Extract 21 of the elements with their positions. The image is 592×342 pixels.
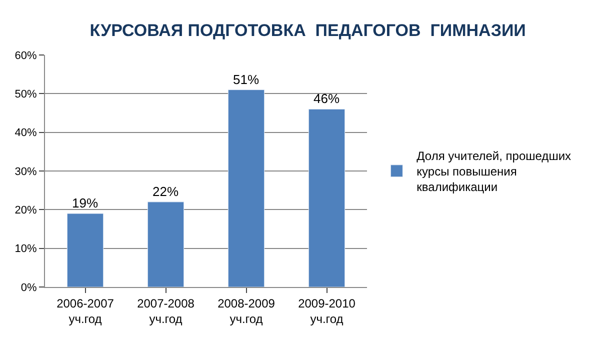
x-tick-label: 2007-2008 уч.год xyxy=(137,296,195,326)
legend-label: Доля учителей, прошедших курсы повышения квалификации xyxy=(416,148,572,194)
data-label: 19% xyxy=(72,196,98,211)
y-tick-label: 40% xyxy=(14,127,38,140)
x-tick-label: 2006-2007 уч.год xyxy=(56,296,114,326)
y-tick-label: 50% xyxy=(14,88,38,101)
data-label: 22% xyxy=(152,184,179,199)
y-tick-label: 30% xyxy=(14,166,38,178)
x-tick-label: 2008-2009 уч.год xyxy=(218,296,276,326)
data-label: 51% xyxy=(233,72,260,87)
bar xyxy=(228,90,265,287)
y-tick-label: 0% xyxy=(20,282,38,294)
bar xyxy=(147,202,184,287)
x-tick-label: 2009-2010 уч.год xyxy=(298,296,356,326)
data-label: 46% xyxy=(314,91,340,106)
y-tick-label: 10% xyxy=(14,243,38,256)
bar xyxy=(66,213,104,287)
bar xyxy=(308,108,346,287)
y-tick-label: 60% xyxy=(14,50,38,62)
chart-title: КУРСОВАЯ ПОДГОТОВКА ПЕДАГОГОВ ГИМНАЗИИ xyxy=(90,20,526,40)
y-tick-label: 20% xyxy=(14,204,38,217)
